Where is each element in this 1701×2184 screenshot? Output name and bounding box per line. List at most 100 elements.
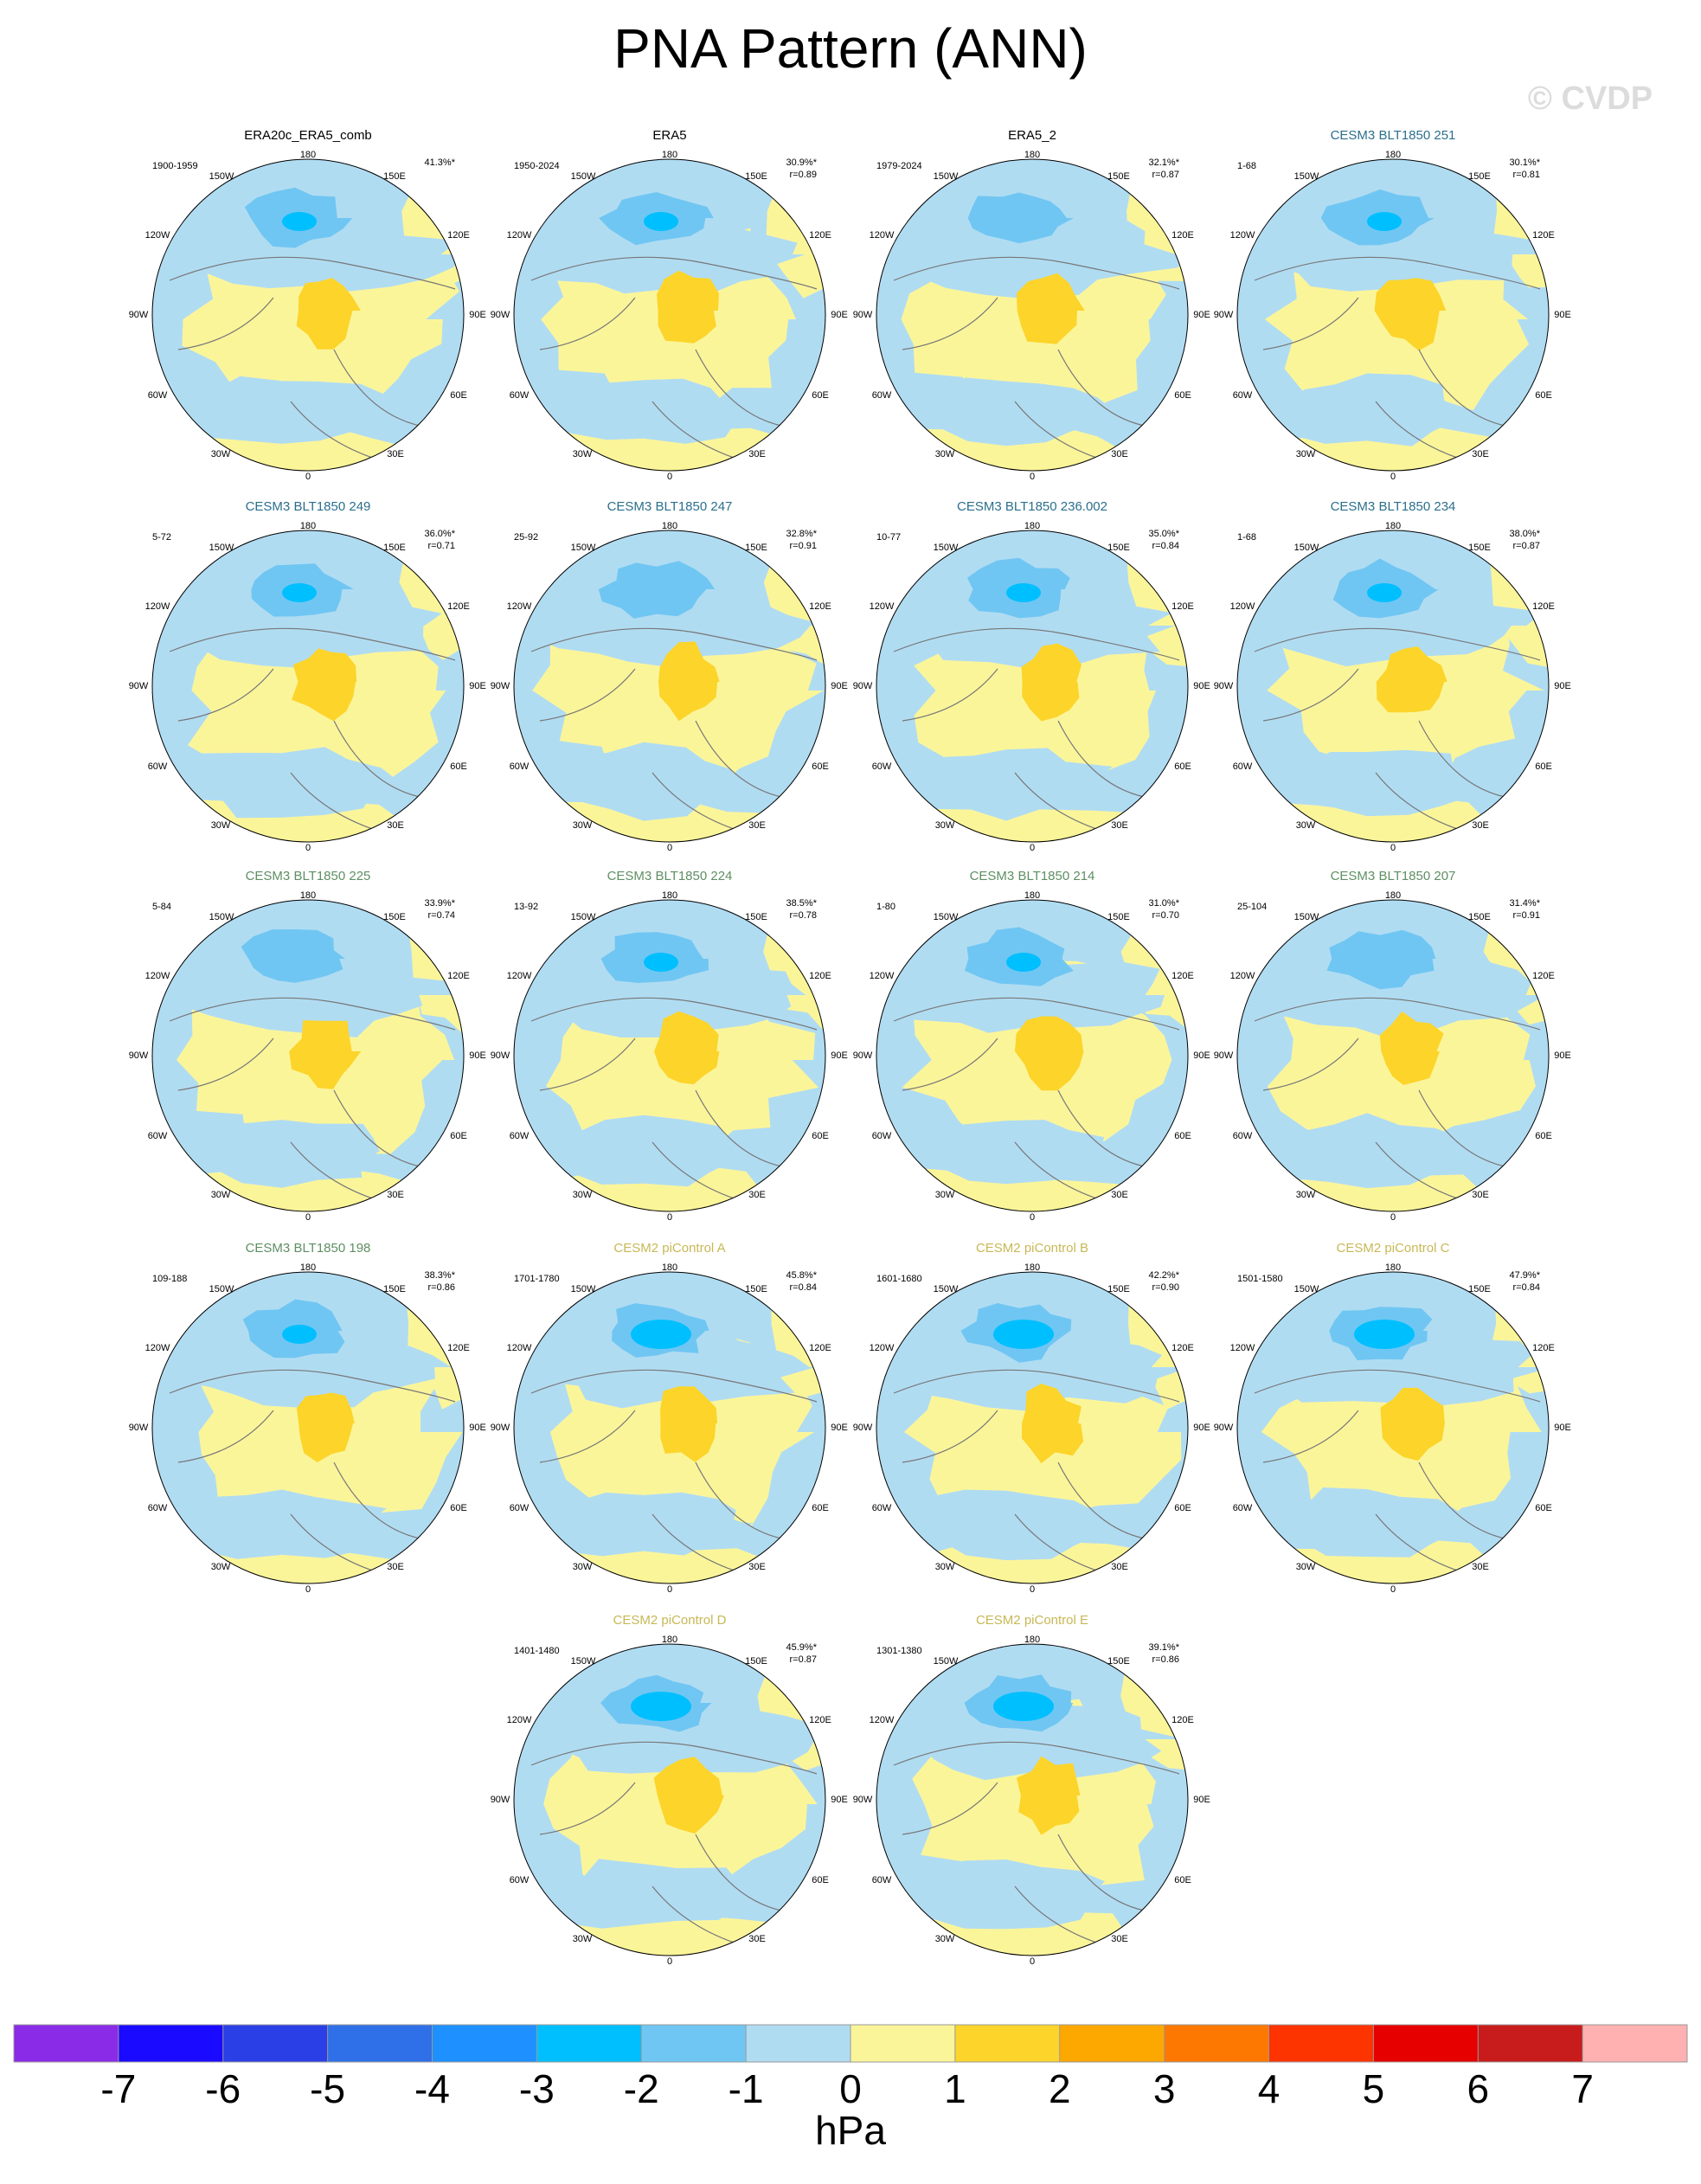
longitude-label: 90W xyxy=(129,1423,149,1433)
watermark: © CVDP xyxy=(1528,80,1653,117)
correlation-label: r=0.74 xyxy=(428,910,456,921)
longitude-label: 150E xyxy=(1107,1656,1130,1667)
panel-title: CESM3 BLT1850 249 xyxy=(246,499,371,514)
colorbar-tick-label: 7 xyxy=(1571,2066,1594,2111)
low-core xyxy=(1006,583,1041,602)
map-panel: 180 150W 150E 120W 120E 90W 90E 60W 60E 30W 30E 0 CE… xyxy=(853,499,1210,853)
colorbar-tick-label: -1 xyxy=(729,2066,764,2111)
longitude-label: 60W xyxy=(148,1503,168,1513)
longitude-label: 30E xyxy=(748,1562,766,1572)
variance-label: 45.9%* xyxy=(786,1642,818,1653)
map-panel: 180 150W 150E 120W 120E 90W 90E 60W 60E 30W 30E 0 CE… xyxy=(491,499,848,853)
map-border xyxy=(513,158,826,472)
longitude-label: 180 xyxy=(662,150,677,160)
panel-title: CESM3 BLT1850 207 xyxy=(1331,869,1456,883)
longitude-label: 90W xyxy=(1214,310,1234,320)
negative-region xyxy=(526,210,806,294)
coastline xyxy=(893,997,1180,1204)
low-core xyxy=(993,1692,1054,1721)
coastline xyxy=(169,627,456,834)
longitude-label: 30W xyxy=(935,820,955,831)
longitude-label: 90W xyxy=(491,1050,510,1061)
low-core xyxy=(644,953,678,972)
variance-label: 38.5%* xyxy=(786,898,818,909)
variance-label: 35.0%* xyxy=(1149,529,1180,539)
longitude-label: 90E xyxy=(831,1795,848,1805)
longitude-label: 180 xyxy=(662,890,677,901)
map-field xyxy=(876,530,1188,842)
longitude-label: 30W xyxy=(1296,820,1316,831)
longitude-label: 150E xyxy=(1107,543,1130,553)
low-center xyxy=(967,192,1074,244)
map-field xyxy=(876,1644,1188,1956)
map-panel: 180 150W 150E 120W 120E 90W 90E 60W 60E 30W 30E 0 ER… xyxy=(491,128,848,482)
period-label: 1900-1959 xyxy=(152,161,198,171)
longitude-label: 90E xyxy=(469,1423,486,1433)
variance-label: 30.1%* xyxy=(1510,157,1541,168)
longitude-label: 150W xyxy=(1294,543,1319,553)
longitude-label: 0 xyxy=(667,843,672,853)
map-field xyxy=(876,900,1188,1211)
longitude-label: 150E xyxy=(383,171,406,182)
variance-label: 33.9%* xyxy=(425,898,456,909)
coastline xyxy=(169,997,456,1204)
negative-region xyxy=(173,956,464,1037)
colorbar-tick-label: 3 xyxy=(1153,2066,1176,2111)
longitude-label: 60E xyxy=(1535,1503,1552,1513)
longitude-label: 150E xyxy=(1468,171,1491,182)
period-label: 1-68 xyxy=(1237,532,1256,543)
period-label: 109-188 xyxy=(152,1274,187,1284)
map-field xyxy=(514,900,825,1211)
coastline xyxy=(893,256,1180,463)
longitude-label: 60W xyxy=(510,1131,530,1141)
high-center xyxy=(289,1020,362,1089)
longitude-label: 30W xyxy=(211,1562,231,1572)
longitude-label: 180 xyxy=(1024,1635,1040,1645)
longitude-label: 30W xyxy=(573,1190,593,1200)
longitude-label: 90W xyxy=(129,1050,149,1061)
map-border xyxy=(1236,899,1550,1212)
correlation-label: r=0.78 xyxy=(790,910,818,921)
longitude-label: 180 xyxy=(300,150,316,160)
correlation-label: r=0.90 xyxy=(1152,1282,1180,1293)
variance-label: 45.8%* xyxy=(786,1270,818,1281)
panel-title: CESM3 BLT1850 251 xyxy=(1331,128,1456,143)
negative-region xyxy=(165,1489,387,1559)
negative-region xyxy=(539,1859,748,1929)
longitude-label: 180 xyxy=(300,890,316,901)
longitude-label: 90E xyxy=(1193,1795,1210,1805)
negative-region xyxy=(1253,749,1472,817)
coastline xyxy=(893,1369,1180,1576)
period-label: 1950-2024 xyxy=(514,161,560,171)
negative-region xyxy=(164,583,442,669)
period-label: 1501-1580 xyxy=(1237,1274,1283,1284)
longitude-label: 30E xyxy=(748,1190,766,1200)
map-border xyxy=(151,899,465,1212)
longitude-label: 60W xyxy=(148,761,168,772)
colorbar-tick-label: 0 xyxy=(839,2066,862,2111)
longitude-label: 30E xyxy=(748,820,766,831)
negative-region xyxy=(876,961,1165,1033)
variance-label: 31.0%* xyxy=(1149,898,1180,909)
longitude-label: 60W xyxy=(510,1503,530,1513)
positive-region xyxy=(152,1543,464,1583)
map-border xyxy=(151,158,465,472)
longitude-label: 60E xyxy=(812,1875,829,1885)
longitude-label: 120W xyxy=(145,601,170,612)
longitude-label: 30E xyxy=(1472,820,1489,831)
longitude-label: 60W xyxy=(872,761,892,772)
correlation-label: r=0.86 xyxy=(428,1282,456,1293)
longitude-label: 60W xyxy=(1233,390,1253,401)
map-panel: 180 150W 150E 120W 120E 90W 90E 60W 60E 30W 30E 0 CE… xyxy=(1214,128,1571,482)
longitude-label: 150W xyxy=(1294,1284,1319,1294)
coastline xyxy=(530,1369,818,1576)
correlation-label: r=0.91 xyxy=(1513,910,1541,921)
longitude-label: 150E xyxy=(1468,543,1491,553)
longitude-label: 120E xyxy=(447,1343,470,1353)
longitude-label: 60W xyxy=(510,390,530,401)
high-center xyxy=(658,641,720,722)
longitude-label: 150E xyxy=(1468,912,1491,922)
negative-region xyxy=(1253,373,1473,446)
longitude-label: 120W xyxy=(1230,230,1255,241)
high-center xyxy=(660,1386,718,1462)
